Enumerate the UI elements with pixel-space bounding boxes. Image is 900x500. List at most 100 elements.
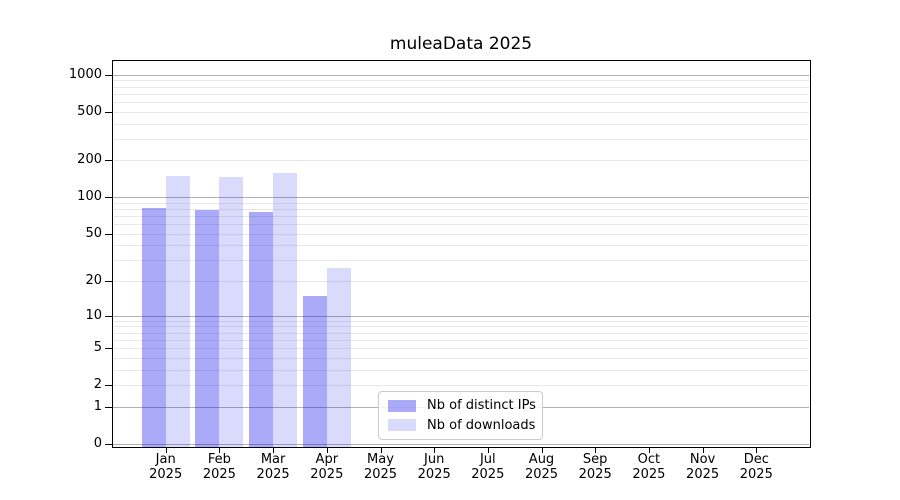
gridline-minor [113,357,809,359]
y-axis-tick-label: 50 [85,225,102,241]
gridline-minor [113,216,809,217]
x-axis-tick [756,447,758,453]
gridline-minor [113,93,809,95]
gridline-minor [113,202,809,204]
y-axis-tick-label: 500 [77,103,102,119]
gridline-major [113,315,809,317]
x-axis-year: 2025 [471,467,505,482]
x-axis-month: Oct [637,452,661,467]
y-axis-tick [105,74,112,76]
x-axis-tick-label: Nov 2025 [675,452,731,482]
x-axis-month: May [367,452,394,467]
legend-label-downloads: Nb of downloads [427,417,536,433]
plot-area [112,60,810,447]
x-axis-tick-label: Jul 2025 [460,452,516,482]
x-axis-tick [648,447,650,453]
y-axis-tick [105,197,112,199]
x-axis-tick [541,447,543,453]
y-axis-tick [105,443,112,445]
gridline-minor [113,101,809,103]
x-axis-month: Apr [315,452,339,467]
gridline-minor [113,123,809,125]
x-axis-year: 2025 [149,467,183,482]
x-axis-year: 2025 [202,467,236,482]
y-axis-tick [105,385,112,386]
legend-item-distinct-ips: Nb of distinct IPs [388,398,536,414]
y-axis-tick-label: 1 [93,398,102,414]
x-axis-month: Dec [743,452,769,467]
x-axis-month: Feb [207,452,231,467]
x-axis-year: 2025 [363,467,398,482]
x-axis-month: Aug [528,452,555,467]
x-axis-year: 2025 [686,467,720,482]
gridline-minor [113,281,809,283]
gridline-minor [113,80,809,82]
gridline-minor [113,326,809,328]
y-axis-tick-label: 10 [85,307,102,323]
x-axis-tick [487,447,489,453]
x-axis-tick-label: May 2025 [353,452,409,482]
y-axis-tick-label: 1000 [68,66,102,82]
bar-distinct-ips [195,209,220,447]
y-axis-tick-label: 100 [77,189,102,205]
x-axis-tick [434,447,436,453]
bar-distinct-ips [141,207,166,447]
y-axis-tick [105,233,112,235]
x-axis-year: 2025 [417,467,451,482]
legend-item-downloads: Nb of downloads [388,417,536,433]
gridline-minor [113,332,809,334]
x-axis-year: 2025 [632,467,666,482]
x-axis-tick [326,447,328,453]
x-axis-tick-label: Jan 2025 [138,452,194,482]
gridline-major [113,74,809,76]
gridline-minor [113,369,809,371]
x-axis-tick-label: Aug 2025 [514,452,570,482]
x-axis-month: Jun [424,452,445,467]
x-axis-tick-label: Oct 2025 [621,452,677,482]
x-axis-year: 2025 [739,467,773,482]
x-axis-tick [273,447,275,453]
gridline-minor [113,111,809,113]
legend-label-distinct-ips: Nb of distinct IPs [427,398,536,414]
gridline-minor [113,260,809,262]
gridline-minor [113,348,809,349]
gridline-major [113,443,809,445]
x-axis-tick-label: Dec 2025 [728,452,784,482]
gridline-major [113,197,809,199]
y-axis-tick [105,160,112,162]
y-axis-tick [105,281,112,283]
gridline-minor [113,320,809,322]
bar-distinct-ips [302,295,327,447]
bar-downloads [165,175,190,447]
y-axis-tick [105,315,112,317]
x-axis-tick-label: Jun 2025 [406,452,462,482]
y-axis-tick-label: 0 [93,435,102,451]
x-axis-month: Nov [689,452,716,467]
x-axis-tick-label: Feb 2025 [191,452,247,482]
x-axis-year: 2025 [256,467,290,482]
x-axis-tick [595,447,597,453]
x-axis-month: Jan [155,452,176,467]
legend: Nb of distinct IPs Nb of downloads [378,391,543,440]
bar-downloads [219,177,244,447]
x-axis-month: Sep [582,452,608,467]
y-axis-tick-label: 20 [85,273,102,289]
x-axis-tick-label: Apr 2025 [299,452,355,482]
x-axis-year: 2025 [578,467,612,482]
gridline-minor [113,209,809,210]
gridline-minor [113,245,809,247]
x-axis-month: Mar [260,452,286,467]
x-axis-tick [380,447,382,453]
gridline-minor [113,385,809,386]
x-axis-year: 2025 [310,467,344,482]
x-axis-tick-label: Sep 2025 [567,452,623,482]
y-axis-tick [105,348,112,349]
x-axis-month: Jul [479,452,496,467]
bar-distinct-ips [249,211,274,447]
gridline-minor [113,160,809,162]
y-axis-tick-label: 200 [77,152,102,168]
x-axis-tick-label: Mar 2025 [245,452,301,482]
gridline-minor [113,339,809,341]
x-axis-year: 2025 [524,467,559,482]
